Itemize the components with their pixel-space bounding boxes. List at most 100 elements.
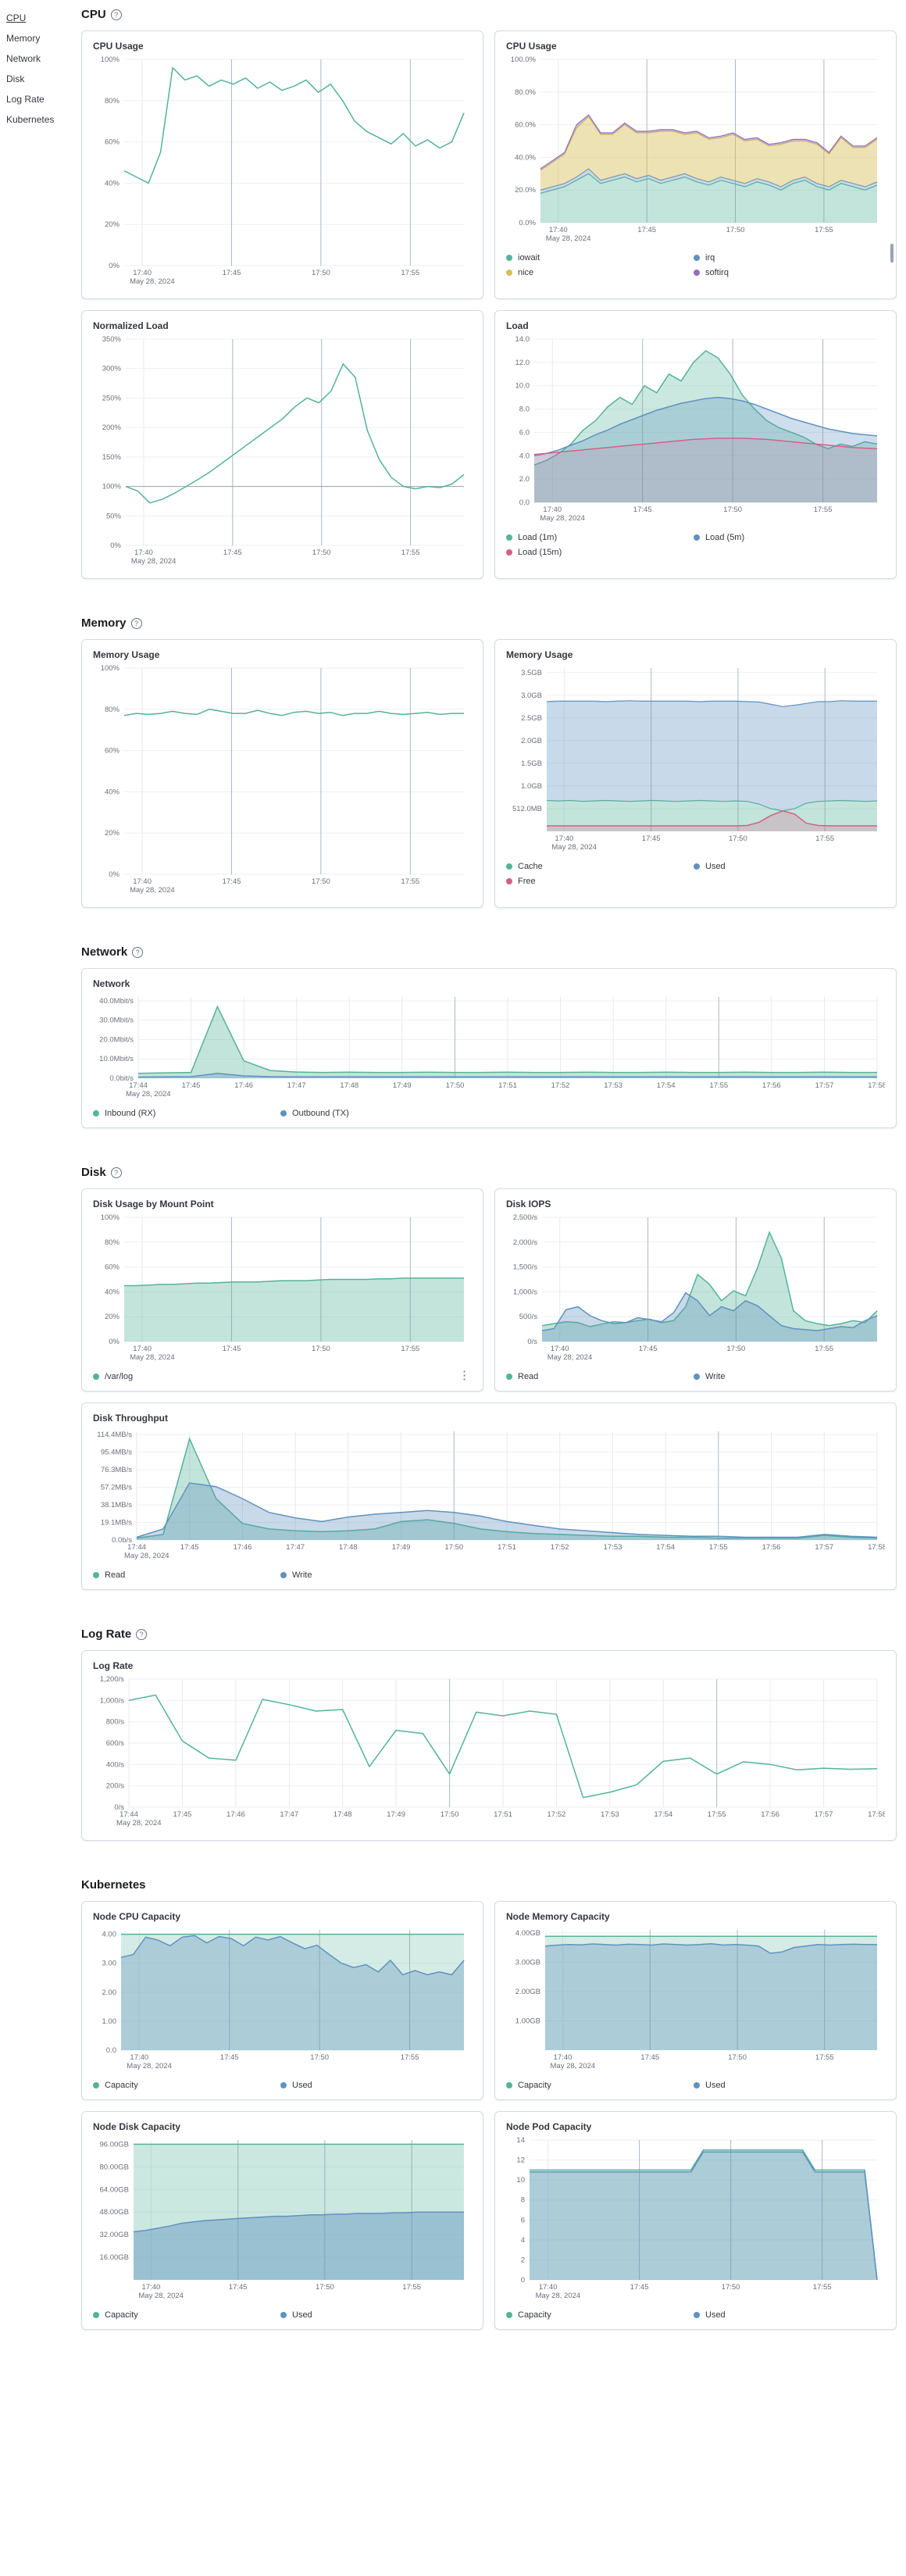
svg-text:10.0: 10.0 [515, 382, 530, 391]
load-chart[interactable]: 0.0 2.0 4.0 6.0 8.0 10.0 12.0 14.0 17:40 17:45 17:… [506, 334, 885, 526]
svg-text:1.5GB: 1.5GB [521, 759, 542, 768]
svg-text:17:47: 17:47 [287, 1081, 306, 1090]
panel-disk-iops: Disk IOPS 0/s 500/s 1,000/s 1,500/s 2,000/s 2… [494, 1188, 897, 1392]
disk-iops-chart[interactable]: 0/s 500/s 1,000/s 1,500/s 2,000/s 2,500/s 17:4… [506, 1213, 885, 1365]
legend-item[interactable]: Used [280, 2081, 468, 2090]
legend-label: Write [705, 1372, 726, 1381]
legend-dot [280, 1572, 287, 1578]
legend-scrollbar-thumb[interactable] [890, 244, 894, 263]
node-cpu-capacity-chart[interactable]: 0.0 1.00 2.00 3.00 4.00 17:40 17:45 17:50 17:55 M… [93, 1925, 472, 2074]
disk-usage-legend: /var/log [93, 1372, 133, 1381]
svg-text:May 28, 2024: May 28, 2024 [126, 1090, 171, 1099]
disk-throughput-legend: Read Write [93, 1570, 885, 1580]
svg-text:17:44: 17:44 [129, 1081, 148, 1090]
node-memory-capacity-chart[interactable]: 1.00GB 2.00GB 3.00GB 4.00GB 17:40 17:45 17:50 1… [506, 1925, 885, 2074]
svg-text:0%: 0% [110, 541, 121, 550]
legend-item[interactable]: Load (15m) [506, 548, 694, 557]
svg-text:4: 4 [521, 2236, 525, 2245]
node-disk-capacity-chart[interactable]: 16.00GB 32.00GB 48.00GB 64.00GB 80.00GB 96.00… [93, 2135, 472, 2303]
legend-item[interactable]: Used [694, 2310, 881, 2320]
legend-item[interactable]: Write [280, 1570, 468, 1580]
info-icon[interactable]: ? [110, 1167, 122, 1178]
legend-item[interactable]: Used [694, 2081, 881, 2090]
legend-item[interactable]: softirq [694, 268, 881, 277]
legend-item[interactable]: Read [506, 1372, 694, 1381]
info-icon[interactable]: ? [136, 1628, 148, 1640]
svg-text:17:45: 17:45 [633, 506, 652, 514]
legend-label: Used [705, 862, 726, 871]
svg-text:95.4MB/s: 95.4MB/s [101, 1449, 132, 1457]
legend-dot [506, 270, 512, 276]
svg-text:May 28, 2024: May 28, 2024 [116, 1819, 162, 1827]
legend-dot [694, 255, 700, 261]
svg-text:50%: 50% [106, 512, 122, 520]
svg-text:17:58: 17:58 [868, 1081, 885, 1090]
legend-item[interactable]: Capacity [506, 2081, 694, 2090]
legend-item[interactable]: Cache [506, 862, 694, 871]
legend-item[interactable]: Used [280, 2310, 468, 2320]
sidebar-item-network[interactable]: Network [6, 53, 41, 64]
svg-text:17:46: 17:46 [234, 1081, 253, 1090]
load-legend: Load (1m) Load (5m) Load (15m) [506, 533, 885, 557]
legend-item[interactable]: Capacity [93, 2081, 280, 2090]
legend-item[interactable]: /var/log [93, 1372, 133, 1381]
svg-text:May 28, 2024: May 28, 2024 [130, 1353, 175, 1362]
disk-usage-chart[interactable]: 0% 20% 40% 60% 80% 100% 17:40 17:45 17:50 17:55 Ma… [93, 1213, 472, 1365]
panel-title: Disk Usage by Mount Point [93, 1199, 214, 1209]
sidebar-item-cpu[interactable]: CPU [6, 13, 27, 23]
svg-text:17:55: 17:55 [709, 1543, 728, 1552]
memory-usage-breakdown-chart[interactable]: 512.0MB 1.0GB 1.5GB 2.0GB 2.5GB 3.0GB 3.5GB 17:… [506, 663, 885, 855]
info-icon[interactable]: ? [132, 946, 144, 958]
svg-text:0.0b/s: 0.0b/s [112, 1536, 132, 1545]
svg-text:2.5GB: 2.5GB [521, 714, 542, 723]
svg-text:17:50: 17:50 [729, 834, 747, 843]
section-log-rate: Log Rate ? Log Rate 0/s 200/s 400/s 600/s 80… [81, 1627, 897, 1841]
network-chart[interactable]: 0.0bit/s 10.0Mbit/s 20.0Mbit/s 30.0Mbit/s 40… [93, 992, 886, 1102]
node-pod-capacity-chart[interactable]: 0 2 4 6 8 10 12 14 17:40 17:45 17:50 17:55 May 28, 2… [506, 2135, 885, 2303]
legend-item[interactable]: iowait [506, 253, 694, 263]
legend-label: Used [705, 2081, 726, 2090]
panel-node-memory-capacity: Node Memory Capacity 1.00GB 2.00GB 3.00GB 4… [494, 1901, 897, 2100]
svg-text:17:45: 17:45 [229, 2283, 248, 2292]
panel-title: CPU Usage [506, 41, 557, 52]
log-rate-chart[interactable]: 0/s 200/s 400/s 600/s 800/s 1,000/s 1,200/s 17:… [93, 1674, 886, 1831]
legend-item[interactable]: nice [506, 268, 694, 277]
legend-item[interactable]: Capacity [506, 2310, 694, 2320]
memory-usage-chart[interactable]: 0% 20% 40% 60% 80% 100% 17:40 17:45 17:50 17:55 Ma… [93, 663, 472, 898]
legend-dot [694, 1374, 700, 1380]
panel-options-button[interactable]: ⋮ [458, 1369, 470, 1382]
info-icon[interactable]: ? [110, 9, 122, 20]
legend-item[interactable]: Write [694, 1372, 881, 1381]
legend-item[interactable]: Inbound (RX) [93, 1109, 280, 1118]
legend-item[interactable]: Capacity [93, 2310, 280, 2320]
cpu-usage-chart[interactable]: 0% 20% 40% 60% 80% 100% 17:40 17:45 17:50 17:55 Ma… [93, 55, 472, 289]
sidebar-item-memory[interactable]: Memory [6, 33, 41, 44]
legend-item[interactable]: Load (5m) [694, 533, 881, 542]
svg-text:2,500/s: 2,500/s [513, 1213, 537, 1222]
svg-text:May 28, 2024: May 28, 2024 [540, 514, 585, 523]
disk-throughput-chart[interactable]: 0.0b/s 19.1MB/s 38.1MB/s 57.2MB/s 76.3MB/s 95… [93, 1427, 886, 1563]
legend-item[interactable]: Outbound (TX) [280, 1109, 468, 1118]
legend-item[interactable]: Used [694, 862, 881, 871]
cpu-usage-breakdown-chart[interactable]: 0.0% 20.0% 40.0% 60.0% 80.0% 100.0% 17:40 17:45… [506, 55, 885, 246]
sidebar-item-kubernetes[interactable]: Kubernetes [6, 114, 55, 125]
svg-text:17:49: 17:49 [387, 1810, 405, 1819]
svg-text:17:52: 17:52 [548, 1810, 566, 1819]
legend-dot [694, 534, 700, 541]
legend-item[interactable]: Read [93, 1570, 280, 1580]
svg-text:3.5GB: 3.5GB [521, 669, 542, 677]
legend-item[interactable]: Load (1m) [506, 533, 694, 542]
svg-text:17:40: 17:40 [133, 1345, 152, 1353]
panel-title: Load [506, 320, 529, 331]
normalized-load-chart[interactable]: 0% 50% 100% 150% 200% 250% 300% 350% 17:40 17:45 1… [93, 334, 472, 569]
section-network: Network ? Network 0.0bit/s 10.0Mbit/s 20.0… [81, 945, 897, 1128]
legend-item[interactable]: irq [694, 253, 881, 263]
info-icon[interactable]: ? [130, 617, 142, 629]
sidebar-item-log-rate[interactable]: Log Rate [6, 94, 45, 105]
sidebar-item-disk[interactable]: Disk [6, 73, 25, 84]
svg-text:17:50: 17:50 [312, 877, 330, 886]
legend-item[interactable]: Free [506, 877, 694, 886]
svg-text:17:44: 17:44 [127, 1543, 146, 1552]
svg-text:17:49: 17:49 [393, 1081, 412, 1090]
legend-dot [694, 863, 700, 870]
